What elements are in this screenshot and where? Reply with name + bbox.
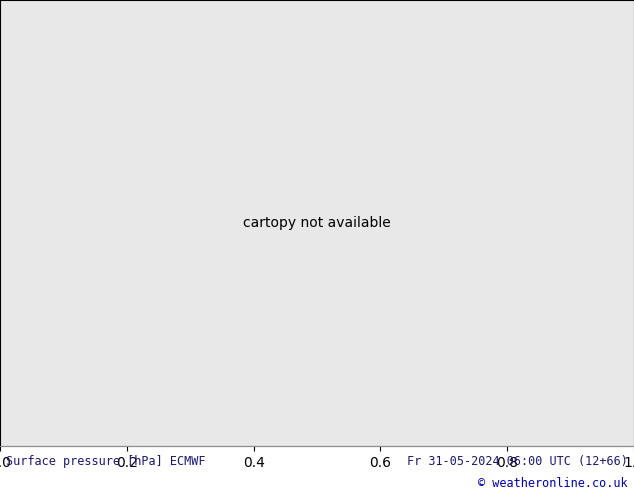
Text: Surface pressure [hPa] ECMWF: Surface pressure [hPa] ECMWF <box>6 455 206 468</box>
Text: Fr 31-05-2024 06:00 UTC (12+66): Fr 31-05-2024 06:00 UTC (12+66) <box>407 455 628 468</box>
Text: cartopy not available: cartopy not available <box>243 216 391 230</box>
Text: © weatheronline.co.uk: © weatheronline.co.uk <box>478 477 628 490</box>
